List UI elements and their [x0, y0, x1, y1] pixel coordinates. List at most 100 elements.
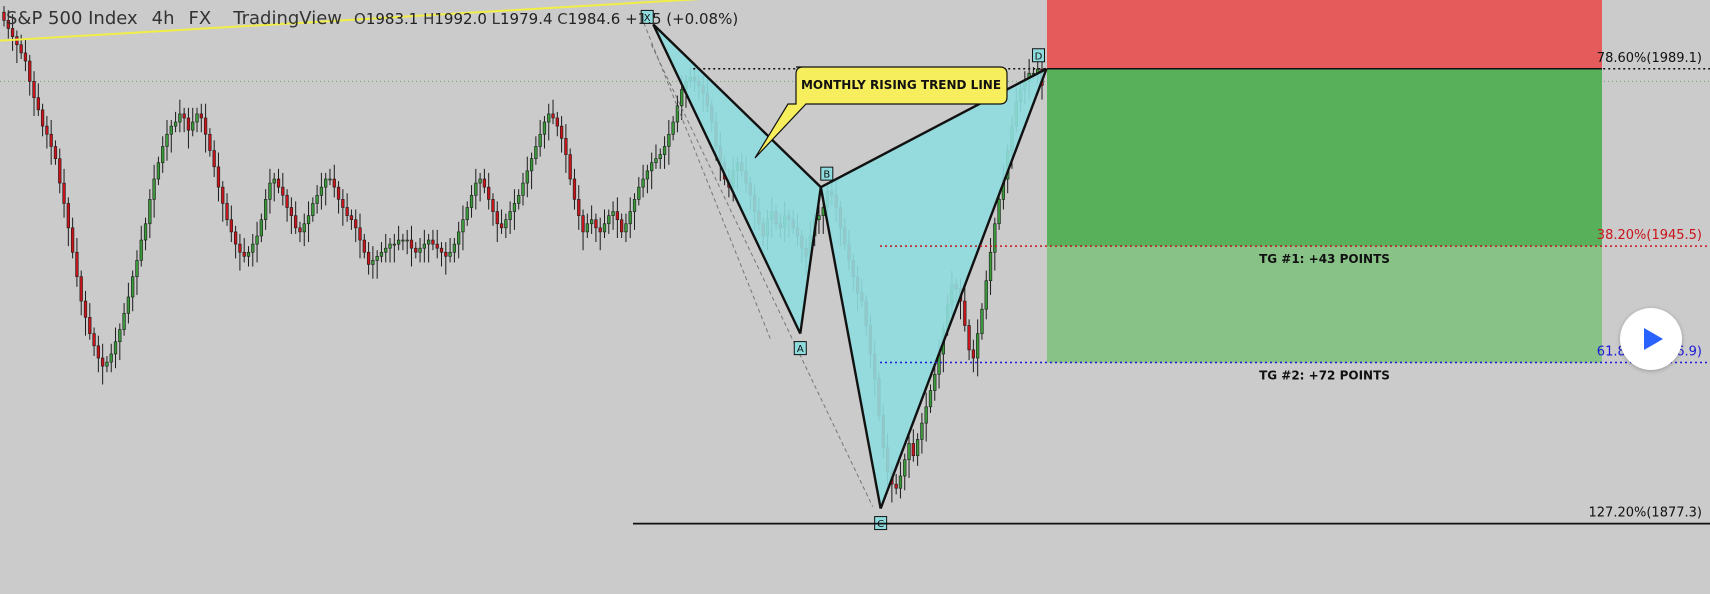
candle-down — [439, 247, 444, 253]
candle-up — [324, 178, 328, 188]
candle-up — [109, 353, 113, 363]
candle-up — [529, 158, 534, 172]
candle-down — [564, 138, 568, 155]
candle-down — [594, 219, 598, 229]
pattern-leg — [652, 23, 822, 189]
candle-down — [32, 81, 36, 98]
candle-down — [238, 243, 242, 253]
candle-up — [988, 251, 993, 282]
candle-up — [268, 182, 272, 200]
candle-up — [139, 239, 143, 261]
candle-down — [242, 251, 246, 257]
candle-down — [199, 113, 203, 119]
candle-down — [203, 117, 208, 135]
annotation-text: MONTHLY RISING TREND LINE — [801, 78, 1001, 92]
candle-up — [401, 239, 405, 242]
candle-up — [680, 89, 684, 107]
fib-label: 38.20%(1945.5) — [1597, 228, 1702, 243]
candle-up — [126, 296, 131, 314]
candle-up — [311, 203, 315, 216]
pattern-ratio-line — [650, 44, 874, 507]
candle-up — [675, 105, 680, 123]
candle-down — [70, 227, 75, 253]
candle-down — [79, 276, 83, 302]
pattern-leg — [652, 23, 802, 335]
candle-down — [276, 178, 281, 188]
candle-up — [915, 439, 920, 456]
candle-down — [208, 133, 212, 151]
candle-down — [559, 125, 564, 139]
candle-up — [671, 121, 675, 135]
candle-up — [920, 422, 924, 440]
candle-up — [465, 207, 469, 220]
candle-up — [255, 235, 259, 245]
candle-up — [602, 223, 607, 233]
candle-up — [161, 146, 165, 164]
candle-down — [341, 199, 345, 208]
candle-up — [178, 113, 182, 123]
candle-down — [221, 186, 225, 204]
candle-down — [182, 113, 186, 119]
candle-up — [422, 243, 426, 249]
tg1-label: TG #1: +43 POINTS — [1259, 252, 1390, 266]
candle-up — [375, 256, 379, 261]
candle-up — [143, 223, 148, 241]
fib-label: 78.60%(1989.1) — [1597, 51, 1702, 66]
candle-up — [173, 121, 178, 127]
candle-up — [388, 243, 392, 249]
pattern-point-box — [820, 166, 834, 181]
candle-down — [482, 178, 487, 188]
candle-up — [371, 260, 375, 265]
candle-up — [384, 247, 388, 253]
candle-up — [474, 182, 478, 196]
target2-zone — [1047, 246, 1602, 363]
candle-down — [615, 211, 619, 220]
candle-down — [963, 300, 967, 326]
candle-up — [105, 361, 109, 367]
candle-up — [903, 459, 907, 477]
candle-down — [349, 215, 354, 220]
candle-up — [246, 251, 251, 257]
candle-down — [491, 199, 495, 212]
candle-up — [452, 243, 457, 253]
candle-up — [169, 125, 173, 135]
candle-up — [611, 211, 615, 216]
candle-up — [980, 308, 984, 334]
candle-up — [319, 186, 324, 196]
candle-down — [332, 178, 336, 188]
symbol-name[interactable]: S&P 500 Index — [6, 8, 138, 29]
play-button[interactable] — [1620, 308, 1682, 370]
candle-down — [96, 345, 100, 359]
candle-down — [212, 150, 216, 168]
candle-up — [624, 223, 628, 233]
candle-up — [272, 178, 276, 184]
candle-up — [542, 121, 547, 135]
candle-down — [572, 178, 577, 200]
pattern-point-label: X — [644, 13, 651, 24]
candle-down — [23, 52, 28, 62]
candle-down — [444, 251, 448, 257]
candle-up — [191, 121, 195, 131]
candle-up — [993, 223, 997, 253]
candle-up — [607, 215, 611, 225]
candle-down — [62, 182, 66, 204]
candle-down — [88, 317, 92, 334]
timeframe[interactable]: 4h — [151, 8, 175, 29]
exchange: FX — [188, 8, 212, 29]
candle-up — [328, 178, 332, 181]
pattern-point-label: D — [1035, 51, 1043, 62]
candle-down — [281, 186, 285, 196]
candle-down — [289, 207, 294, 216]
pattern-point-label: B — [823, 170, 830, 181]
candle-down — [36, 97, 40, 111]
candle-up — [379, 251, 384, 257]
play-icon — [1644, 328, 1663, 350]
candle-up — [405, 239, 409, 242]
candle-up — [315, 194, 319, 204]
candle-up — [259, 219, 263, 237]
candle-up — [628, 211, 632, 225]
candle-up — [156, 162, 161, 180]
candle-down — [555, 117, 559, 127]
